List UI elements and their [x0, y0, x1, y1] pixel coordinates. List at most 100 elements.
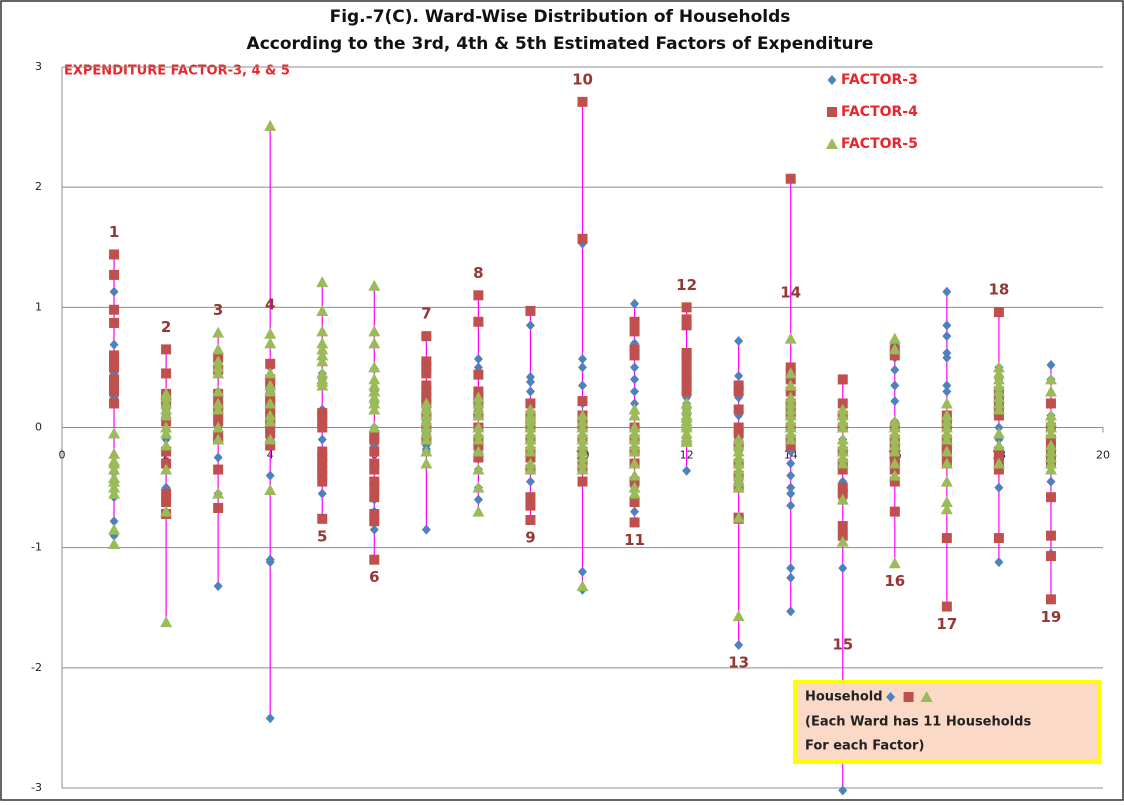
point — [317, 434, 327, 445]
point — [836, 493, 849, 505]
point — [369, 476, 380, 487]
point — [265, 358, 276, 369]
ward-label: 8 — [473, 264, 483, 282]
point — [369, 458, 380, 469]
point — [628, 433, 641, 445]
point — [524, 403, 537, 415]
point — [576, 427, 589, 439]
point — [473, 452, 484, 463]
point — [681, 320, 692, 331]
point — [472, 409, 485, 421]
point — [732, 610, 745, 622]
point — [732, 475, 745, 487]
point — [681, 302, 692, 313]
point — [421, 380, 432, 391]
point — [888, 427, 901, 439]
point — [524, 445, 537, 457]
point — [837, 488, 848, 499]
point — [836, 445, 849, 457]
point — [680, 431, 693, 443]
point — [317, 416, 328, 427]
point — [992, 427, 1005, 439]
point — [213, 416, 224, 427]
ward-label: 15 — [832, 636, 853, 654]
ward-label: 10 — [572, 70, 593, 88]
point — [1044, 439, 1057, 451]
point — [212, 326, 225, 338]
point — [786, 488, 796, 499]
point — [576, 445, 589, 457]
point — [369, 554, 380, 565]
point — [940, 427, 953, 439]
point — [1046, 476, 1056, 487]
point — [212, 367, 225, 379]
point — [992, 361, 1005, 373]
point — [994, 482, 1004, 493]
point — [837, 398, 848, 409]
point — [213, 464, 224, 475]
point — [160, 403, 173, 415]
point — [421, 392, 432, 403]
point — [108, 538, 121, 550]
point — [109, 249, 120, 260]
note-marker — [903, 692, 914, 702]
ward-label: 13 — [728, 654, 749, 672]
point — [992, 385, 1005, 397]
point — [473, 440, 484, 451]
point — [577, 96, 588, 107]
point — [786, 572, 796, 583]
point — [784, 397, 797, 409]
point — [265, 392, 276, 403]
point — [524, 421, 537, 433]
point — [992, 391, 1005, 403]
point — [265, 470, 275, 481]
point — [524, 411, 537, 423]
note-text: For each Factor) — [805, 739, 924, 754]
note-box — [793, 680, 1101, 764]
point — [368, 403, 381, 415]
point — [733, 422, 744, 433]
point — [836, 457, 849, 469]
point — [941, 452, 952, 463]
point — [942, 331, 952, 342]
point — [785, 362, 796, 373]
point — [837, 482, 848, 493]
point — [784, 367, 797, 379]
point — [734, 335, 744, 346]
point — [160, 463, 173, 475]
point — [369, 434, 380, 445]
point — [628, 445, 641, 457]
point — [578, 566, 587, 577]
point — [784, 391, 797, 403]
legend-label: FACTOR-3 — [841, 72, 918, 88]
point — [680, 411, 693, 423]
point — [317, 446, 328, 457]
point — [1045, 492, 1056, 503]
point — [732, 481, 745, 493]
point — [784, 379, 797, 391]
point — [472, 391, 485, 403]
point — [265, 713, 275, 724]
point — [784, 421, 797, 433]
point — [212, 421, 225, 433]
point — [265, 557, 275, 568]
point — [993, 410, 1004, 421]
legend-marker — [827, 75, 837, 85]
point — [368, 337, 381, 349]
point — [524, 457, 537, 469]
point — [317, 422, 328, 433]
point — [161, 446, 172, 457]
point — [838, 563, 848, 574]
point — [628, 403, 641, 415]
point — [628, 487, 641, 499]
point — [525, 320, 535, 331]
point — [368, 391, 381, 403]
point — [940, 475, 953, 487]
point — [630, 398, 640, 409]
point — [784, 332, 797, 344]
point — [942, 352, 952, 363]
point — [109, 304, 120, 315]
ward-label: 5 — [317, 527, 327, 545]
point — [421, 368, 432, 379]
